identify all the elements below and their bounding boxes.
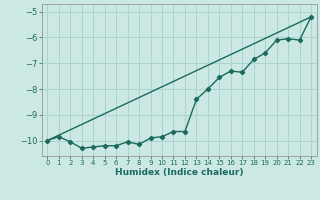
- X-axis label: Humidex (Indice chaleur): Humidex (Indice chaleur): [115, 168, 244, 177]
